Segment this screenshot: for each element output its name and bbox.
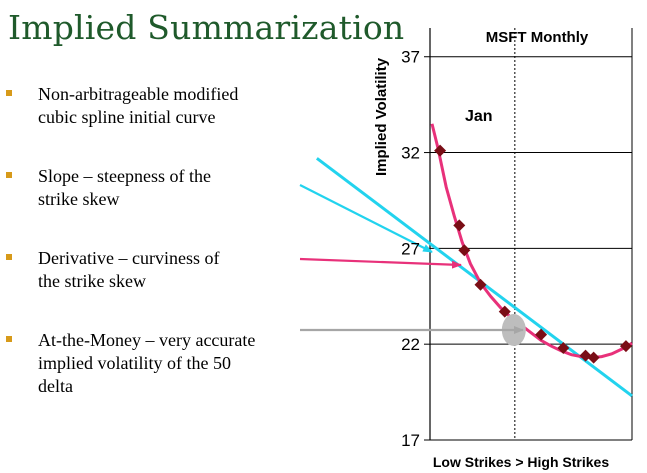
chart-annotation: Jan (465, 108, 493, 125)
chart-title: MSFT Monthly (486, 29, 589, 46)
data-point (474, 278, 487, 291)
series-layer (315, 123, 633, 398)
y-axis-label: Implied Volatility (373, 57, 390, 176)
bullet-line: Derivative – curviness of (38, 248, 220, 268)
y-tick-label: 37 (401, 48, 420, 67)
data-point (579, 349, 592, 362)
data-point (458, 244, 471, 257)
x-axis-label: Low Strikes > High Strikes (433, 454, 609, 470)
data-point (619, 340, 632, 353)
data-point (498, 305, 511, 318)
data-point (535, 328, 548, 341)
bullet-marker (6, 172, 12, 178)
derivative-arrow (299, 257, 462, 269)
y-tick-label: 17 (401, 431, 420, 450)
text-layer: MSFT Monthly Jan Implied Volatility Low … (373, 29, 609, 470)
bullet-line: Non-arbitrageable modified (38, 84, 239, 104)
bullet-marker (6, 336, 12, 342)
y-tick-label: 27 (401, 239, 420, 258)
y-tick-label: 22 (401, 335, 420, 354)
grid-layer (424, 28, 633, 441)
data-point (453, 219, 466, 232)
bullet-line: delta (38, 376, 73, 396)
data-point (587, 351, 600, 364)
bullet-marker (6, 90, 12, 96)
bullet-line: implied volatility of the 50 (38, 353, 231, 373)
slide-title: Implied Summarization (8, 8, 405, 47)
bullet-line: the strike skew (38, 271, 146, 291)
slope-arrow (299, 184, 433, 253)
data-point (434, 144, 447, 157)
spline-curve (430, 123, 633, 360)
bullet-line: At-the-Money – very accurate (38, 330, 256, 350)
bullet-line: strike skew (38, 189, 120, 209)
y-tick-label: 32 (401, 144, 420, 163)
bullet-line: Slope – steepness of the (38, 166, 211, 186)
arrow-layer (299, 184, 524, 334)
data-point (557, 342, 570, 355)
bullet-marker (6, 254, 12, 260)
bullet-line: cubic spline initial curve (38, 107, 216, 127)
